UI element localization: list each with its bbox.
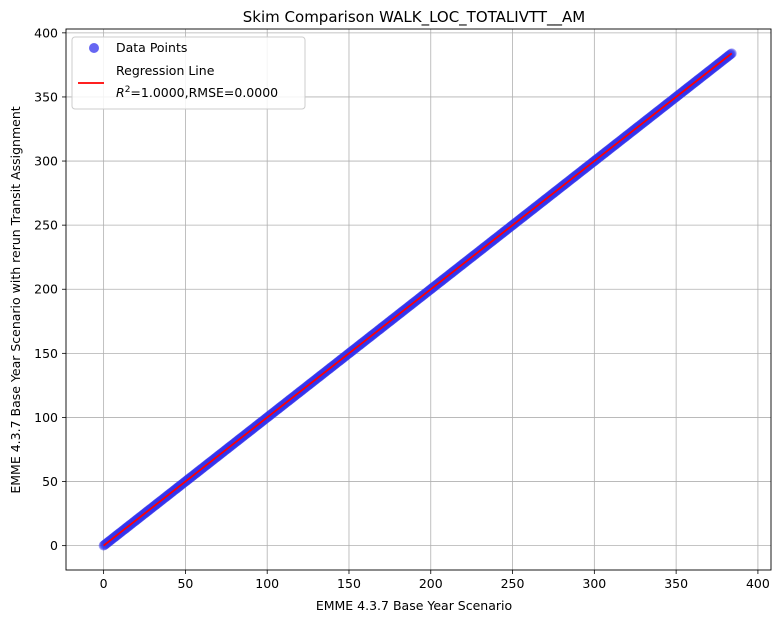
x-axis: 0 50 100 150 200 250 300 350 400: [100, 570, 770, 591]
y-tick-label: 150: [34, 346, 58, 361]
r2-superscript: 2: [125, 85, 131, 95]
grid: [66, 29, 771, 570]
y-tick-label: 350: [34, 89, 58, 104]
x-tick-label: 250: [501, 576, 525, 591]
r2-symbol: R: [116, 85, 125, 100]
chart-title: Skim Comparison WALK_LOC_TOTALIVTT__AM: [243, 8, 585, 27]
y-tick-label: 0: [50, 538, 58, 553]
x-tick-label: 200: [419, 576, 443, 591]
y-tick-label: 200: [34, 282, 58, 297]
legend: Data Points Regression Line R2=1.0000,RM…: [71, 36, 306, 110]
plot-frame: [65, 28, 772, 571]
y-tick-label: 50: [42, 474, 58, 489]
r2-rmse-values: =1.0000,RMSE=0.0000: [130, 85, 278, 100]
y-tick-label: 400: [34, 25, 58, 40]
regression-line: [103, 52, 733, 547]
x-tick-label: 100: [255, 576, 279, 591]
y-tick-label: 300: [34, 154, 58, 169]
y-tick-label: 100: [34, 410, 58, 425]
legend-scatter-marker: [89, 43, 99, 53]
legend-box: [71, 36, 306, 110]
x-tick-label: 0: [100, 576, 108, 591]
x-tick-label: 50: [177, 576, 193, 591]
data-layer: [98, 48, 737, 551]
y-tick-label: 250: [34, 218, 58, 233]
x-axis-label: EMME 4.3.7 Base Year Scenario: [316, 598, 512, 613]
legend-stats-annotation: R2=1.0000,RMSE=0.0000: [116, 85, 278, 100]
legend-entry-data-points: Data Points: [116, 40, 187, 55]
x-tick-label: 300: [582, 576, 606, 591]
y-axis: 0 50 100 150 200 250 300 350 400: [34, 25, 66, 553]
legend-entry-regression-line: Regression Line: [116, 63, 215, 78]
y-axis-label: EMME 4.3.7 Base Year Scenario with rerun…: [8, 106, 23, 493]
x-tick-label: 350: [664, 576, 688, 591]
x-tick-label: 150: [337, 576, 361, 591]
x-tick-label: 400: [746, 576, 770, 591]
